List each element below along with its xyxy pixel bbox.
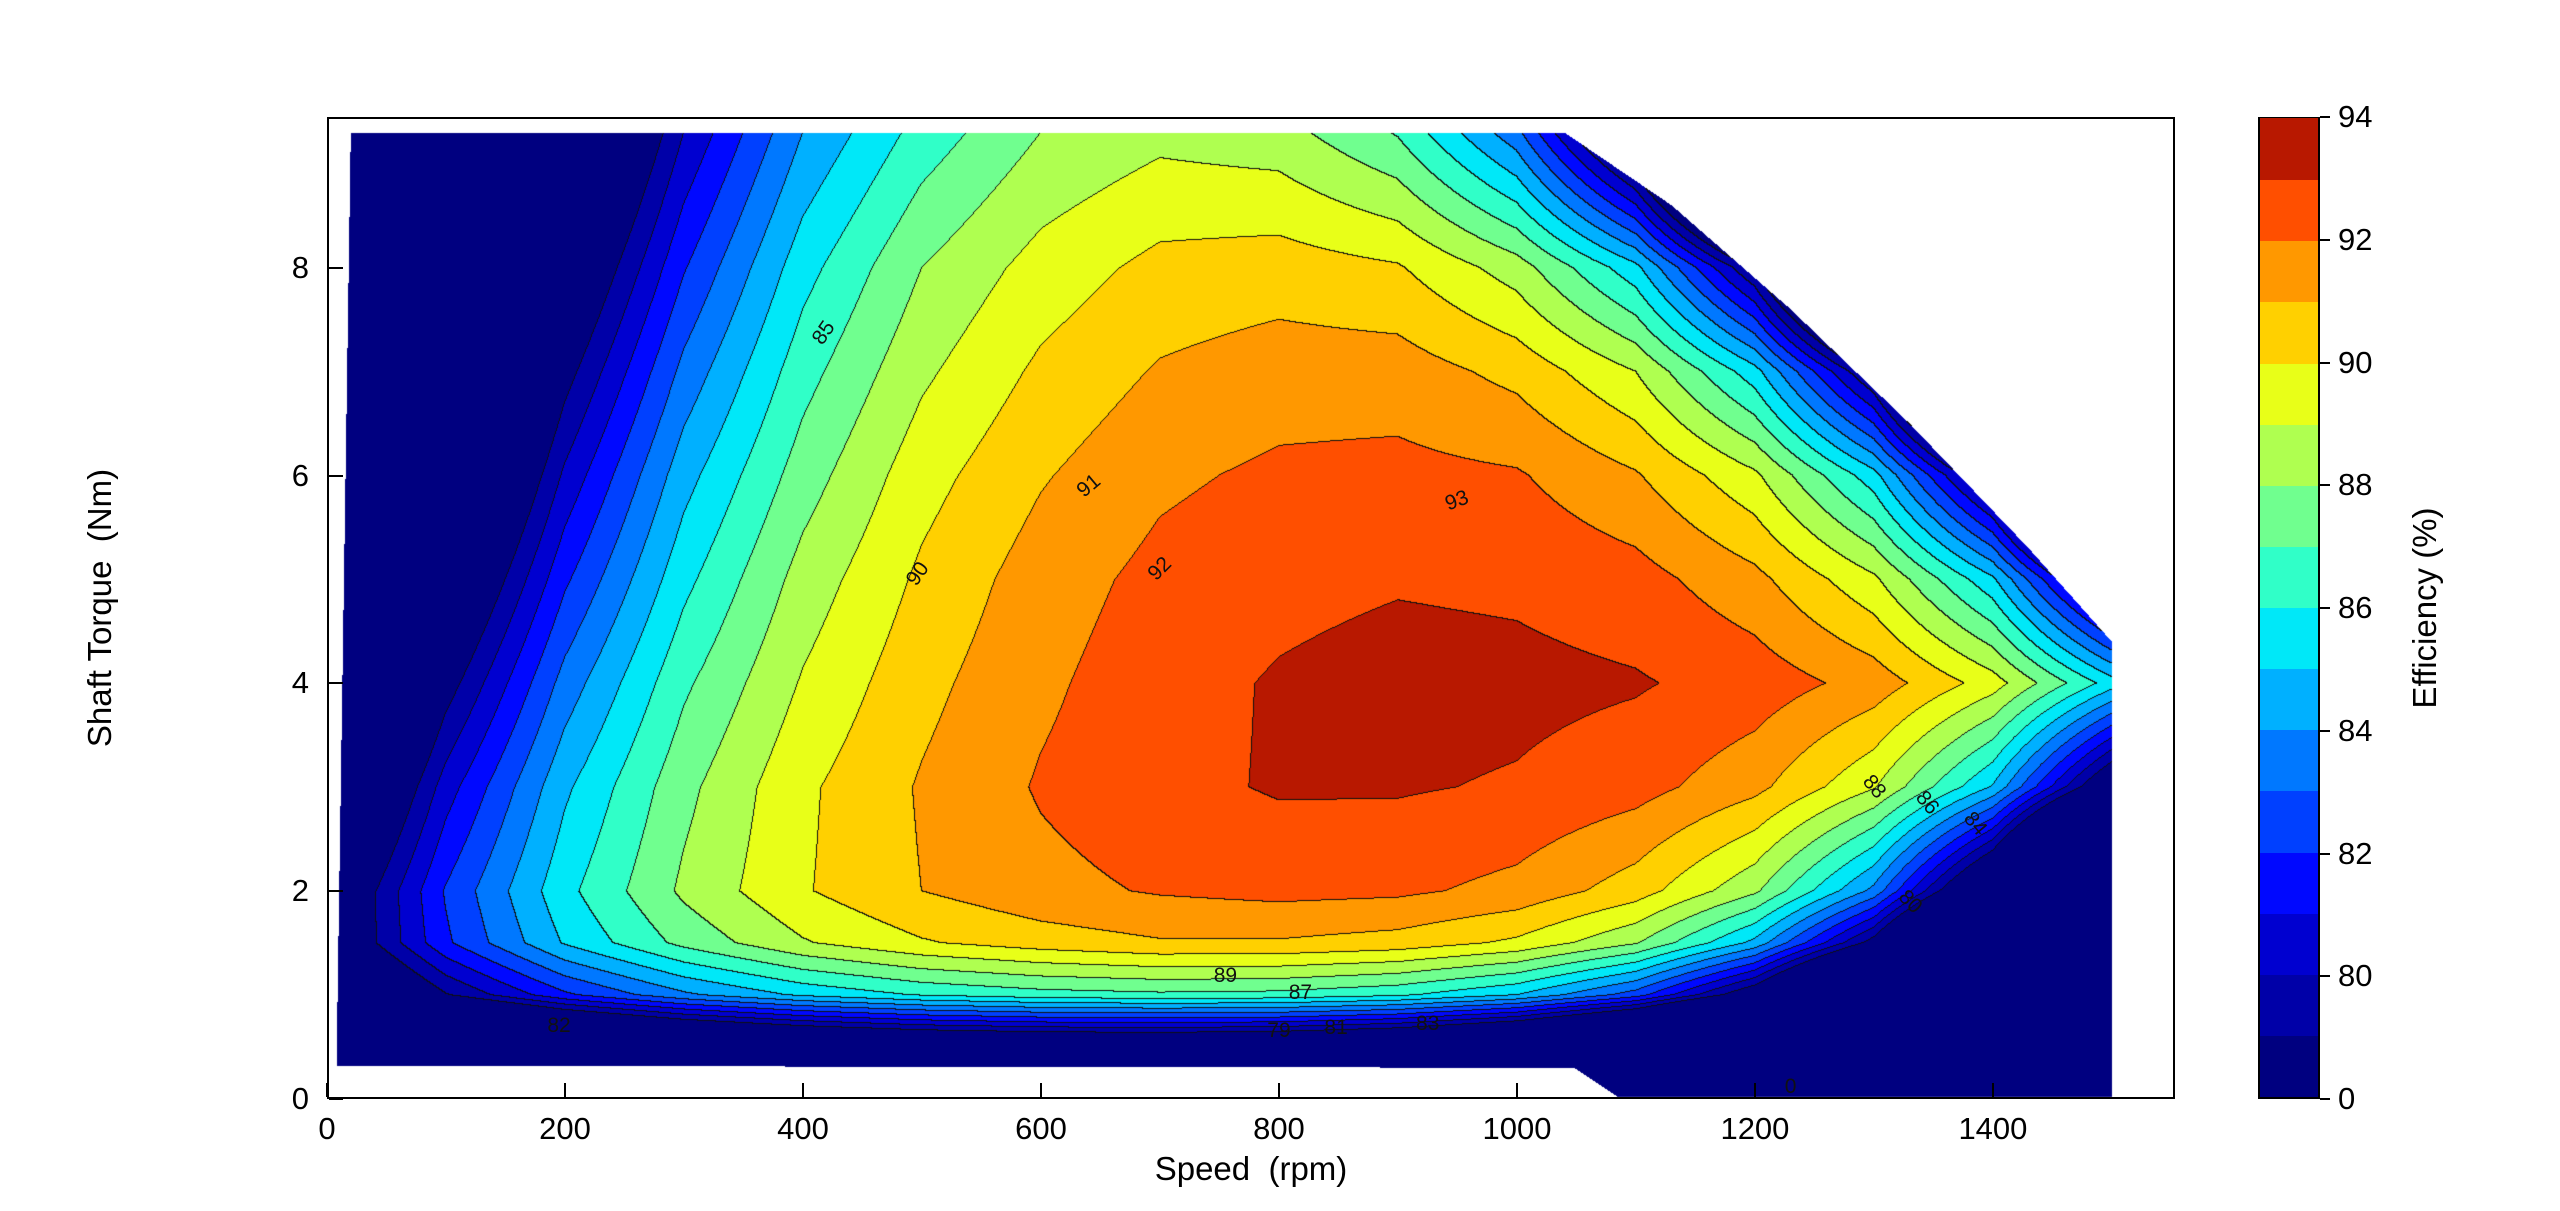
- contour-plot: 85 90 91 92 93 89 87 79 81 83 82 88 86 84 80 0: [327, 117, 2175, 1099]
- colorbar-band: [2260, 301, 2318, 364]
- colorbar-tick-label: 92: [2338, 221, 2373, 257]
- x-tick-mark: [1039, 1083, 1042, 1097]
- colorbar-band: [2260, 974, 2318, 1036]
- colorbar-band: [2260, 668, 2318, 731]
- contour-label-87: 87: [1288, 981, 1313, 1004]
- x-tick-mark: [1277, 1083, 1280, 1097]
- colorbar-tick-label: 94: [2338, 99, 2373, 134]
- colorbar-tick-mark: [2320, 484, 2330, 487]
- x-tick-label: 0: [318, 1111, 336, 1146]
- contour-label-0: 0: [1784, 1074, 1797, 1098]
- colorbar-tick-label: 0: [2338, 1081, 2356, 1116]
- y-tick-mark: [329, 682, 343, 685]
- colorbar-band: [2260, 362, 2318, 425]
- x-tick-mark: [1515, 1083, 1518, 1097]
- colorbar-tick-label: 82: [2338, 835, 2373, 871]
- colorbar-tick-mark: [2320, 607, 2330, 609]
- contour-canvas: [327, 117, 2175, 1099]
- colorbar-band: [2260, 913, 2318, 975]
- x-tick-mark: [563, 1083, 566, 1097]
- colorbar-band: [2260, 485, 2318, 547]
- x-tick-label: 400: [777, 1111, 829, 1146]
- colorbar-tick-mark: [2320, 729, 2330, 732]
- x-tick-label: 800: [1253, 1111, 1305, 1146]
- y-axis-label: Shaft Torque (Nm): [81, 468, 118, 748]
- colorbar-tick-label: 88: [2338, 467, 2373, 503]
- colorbar-tick-mark: [2320, 852, 2330, 855]
- colorbar-tick-mark: [2320, 361, 2330, 364]
- colorbar-band: [2260, 790, 2318, 853]
- colorbar-band: [2260, 546, 2318, 608]
- colorbar-label: Efficiency (%): [2406, 507, 2443, 709]
- contour-label-81: 81: [1324, 1016, 1348, 1040]
- y-tick-label: 4: [291, 665, 309, 701]
- colorbar-tick-mark: [2320, 975, 2330, 978]
- x-tick-label: 1200: [1720, 1111, 1790, 1146]
- colorbar-tick-label: 90: [2338, 344, 2373, 380]
- y-tick-label: 8: [291, 249, 309, 285]
- y-tick-label: 0: [291, 1081, 309, 1116]
- colorbar-band: [2260, 179, 2318, 242]
- x-tick-mark: [1991, 1083, 1994, 1097]
- y-tick-mark: [329, 266, 343, 269]
- contour-label-79: 79: [1267, 1019, 1291, 1043]
- y-tick-mark: [329, 474, 343, 477]
- x-tick-label: 600: [1015, 1111, 1067, 1146]
- colorbar: [2258, 117, 2320, 1099]
- y-tick-mark: [329, 890, 343, 893]
- x-tick-mark: [1753, 1083, 1756, 1097]
- colorbar-band: [2260, 851, 2318, 914]
- colorbar-band: [2260, 729, 2318, 792]
- x-tick-label: 1400: [1958, 1111, 2028, 1146]
- colorbar-band: [2260, 424, 2318, 486]
- contour-label-83: 83: [1416, 1012, 1440, 1036]
- x-tick-mark: [801, 1083, 804, 1097]
- x-tick-label: 1000: [1482, 1111, 1552, 1146]
- x-tick-label: 200: [539, 1111, 591, 1146]
- contour-label-89: 89: [1213, 964, 1238, 988]
- colorbar-tick-mark: [2320, 238, 2330, 241]
- y-tick-label: 2: [291, 873, 309, 909]
- colorbar-band: [2260, 118, 2318, 181]
- colorbar-band: [2260, 607, 2318, 670]
- y-tick-label: 6: [291, 457, 309, 493]
- y-tick-mark: [329, 1098, 343, 1100]
- contour-label-82: 82: [547, 1014, 571, 1038]
- colorbar-tick-mark: [2320, 1098, 2330, 1100]
- x-axis-label: Speed (rpm): [1154, 1150, 1348, 1187]
- colorbar-tick-mark: [2320, 116, 2330, 118]
- colorbar-tick-label: 84: [2338, 712, 2373, 748]
- colorbar-tick-label: 80: [2338, 958, 2373, 994]
- colorbar-band: [2260, 1035, 2318, 1097]
- x-tick-mark: [326, 1083, 328, 1097]
- colorbar-tick-label: 86: [2338, 590, 2373, 625]
- colorbar-band: [2260, 240, 2318, 303]
